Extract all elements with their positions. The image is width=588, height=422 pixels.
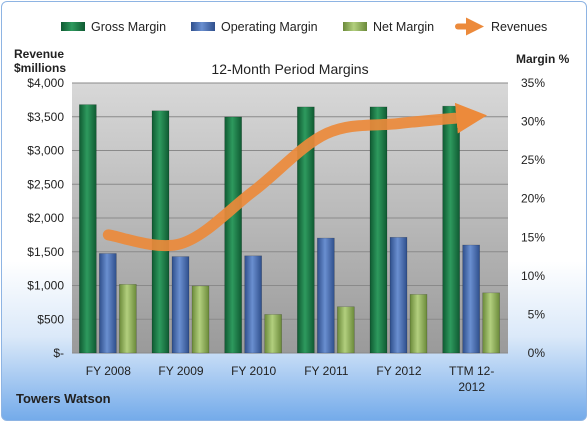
right-axis-ticks: 35% 30% 25% 20% 15% 10% 5% 0% [521,76,545,360]
bar-net-margin [119,284,137,354]
right-tick-label: 30% [521,115,545,129]
bar-operating-margin [99,253,117,354]
left-tick-label: $2,000 [27,211,64,225]
category-label: FY 2011 [304,364,349,378]
right-tick-label: 25% [521,153,545,167]
category-label: 2012 [458,380,485,394]
left-tick-label: $1,500 [27,245,64,259]
bar-net-margin [191,285,210,354]
left-tick-label: $3,500 [27,110,64,124]
left-axis-title-line-2: $millions [14,61,66,75]
category-label: FY 2009 [158,364,203,378]
category-label: FY 2012 [376,364,421,378]
right-tick-label: 10% [521,269,545,283]
company-label: Towers Watson [16,391,111,406]
category-label: FY 2008 [86,364,131,378]
bar-net-margin [337,306,355,354]
right-tick-label: 20% [521,192,545,206]
bar-gross-margin [224,116,242,354]
category-label: FY 2010 [231,364,276,378]
legend-swatch-gross-margin [61,22,85,31]
legend-swatch-operating-margin [191,22,215,31]
bar-gross-margin [297,106,315,354]
revenue-line [102,102,488,252]
legend-label-operating-margin: Operating Margin [221,20,318,34]
right-tick-label: 0% [528,346,546,360]
bar-operating-margin [462,244,480,354]
legend-label-revenues: Revenues [491,20,547,34]
bar-operating-margin [389,236,408,354]
category-label: TTM 12- [449,364,494,378]
bars [79,104,500,354]
left-tick-label: $4,000 [27,76,64,90]
bar-net-margin [264,314,282,354]
left-tick-label: $2,500 [27,177,64,191]
category-labels: FY 2008 FY 2009 FY 2010 FY 2011 FY 2012 TTM 1… [86,364,495,394]
bar-gross-margin [369,106,388,354]
legend-swatch-net-margin [343,22,367,31]
bar-net-margin [409,294,428,354]
right-tick-label: 15% [521,230,545,244]
left-tick-label: $- [53,346,64,360]
revenue-line-path [102,102,488,252]
left-tick-label: $1,000 [27,279,64,293]
right-tick-label: 35% [521,76,545,90]
bar-gross-margin [151,110,170,354]
right-axis-title: Margin % [516,52,570,66]
right-tick-label: 5% [528,307,546,321]
legend-label-net-margin: Net Margin [373,20,434,34]
gridlines [72,82,508,354]
bar-operating-margin [244,255,262,354]
left-axis-title-line-1: Revenue [14,47,64,61]
legend: Gross Margin Operating Margin Net Margin… [61,17,547,36]
bar-operating-margin [317,237,335,354]
legend-label-gross-margin: Gross Margin [91,20,166,34]
bar-gross-margin [442,105,460,354]
left-tick-label: $500 [37,312,64,326]
left-axis-ticks: $4,000 $3,500 $3,000 $2,500 $2,000 $1,500 $1,0… [27,76,64,360]
chart-title: 12-Month Period Margins [211,61,368,77]
bar-operating-margin [171,256,190,354]
left-tick-label: $3,000 [27,144,64,158]
bar-gross-margin [79,104,97,354]
bar-net-margin [482,292,500,354]
